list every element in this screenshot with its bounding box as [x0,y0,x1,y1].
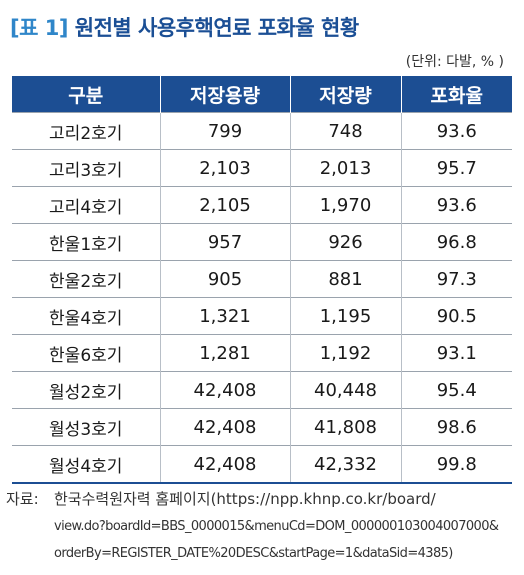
source-label: 자료: [6,490,39,508]
plant-name: 한울1호기 [12,223,160,261]
saturation-table: 구분 저장용량 저장량 포화율 고리2호기 799 748 93.6 고리3호기… [12,76,512,484]
stored-cell: 926 [289,223,401,261]
plant-name: 한울4호기 [12,297,160,335]
capacity-cell: 42,408 [159,408,290,446]
saturation-cell: 93.6 [400,112,512,150]
stored-cell: 40,448 [289,371,401,409]
plant-name: 월성4호기 [12,445,160,484]
saturation-cell: 95.7 [400,149,512,187]
table-header: 구분 저장용량 저장량 포화율 [12,76,512,113]
saturation-cell: 99.8 [400,445,512,484]
capacity-cell: 905 [159,260,290,298]
stored-cell: 881 [289,260,401,298]
table-row: 월성3호기 42,408 41,808 98.6 [12,408,512,446]
header-capacity: 저장용량 [159,76,290,113]
capacity-cell: 799 [159,112,290,150]
header-stored: 저장량 [289,76,401,113]
plant-name: 월성2호기 [12,371,160,409]
source-line-1: 자료: 한국수력원자력 홈페이지(https://npp.khnp.co.kr/b… [6,486,520,513]
saturation-cell: 93.6 [400,186,512,224]
capacity-cell: 957 [159,223,290,261]
table-row: 월성2호기 42,408 40,448 95.4 [12,371,512,409]
saturation-cell: 95.4 [400,371,512,409]
stored-cell: 41,808 [289,408,401,446]
plant-name: 한울2호기 [12,260,160,298]
stored-cell: 1,195 [289,297,401,335]
header-category: 구분 [12,76,160,113]
plant-name: 고리4호기 [12,186,160,224]
stored-cell: 748 [289,112,401,150]
table-number-label: [표 1] [10,16,68,40]
table-row: 고리3호기 2,103 2,013 95.7 [12,149,512,187]
capacity-cell: 1,281 [159,334,290,372]
source-note: 자료: 한국수력원자력 홈페이지(https://npp.khnp.co.kr/b… [6,486,520,567]
plant-name: 고리2호기 [12,112,160,150]
unit-note: (단위: 다발, % ) [405,54,504,70]
table-title-text: 원전별 사용후핵연료 포화율 현황 [74,16,359,40]
header-row: 구분 저장용량 저장량 포화율 [12,76,512,113]
table-row: 한울1호기 957 926 96.8 [12,223,512,261]
saturation-cell: 97.3 [400,260,512,298]
table-row: 한울4호기 1,321 1,195 90.5 [12,297,512,335]
table-row: 한울2호기 905 881 97.3 [12,260,512,298]
source-text-2: view.do?boardId=BBS_0000015&menuCd=DOM_0… [54,519,499,534]
stored-cell: 2,013 [289,149,401,187]
saturation-cell: 93.1 [400,334,512,372]
capacity-cell: 2,105 [159,186,290,224]
source-text-1: 한국수력원자력 홈페이지(https://npp.khnp.co.kr/boar… [54,490,436,508]
stored-cell: 1,970 [289,186,401,224]
table-body: 고리2호기 799 748 93.6 고리3호기 2,103 2,013 95.… [12,112,512,484]
plant-name: 한울6호기 [12,334,160,372]
table-row: 고리4호기 2,105 1,970 93.6 [12,186,512,224]
table-row: 월성4호기 42,408 42,332 99.8 [12,445,512,484]
table-row: 고리2호기 799 748 93.6 [12,112,512,150]
saturation-cell: 90.5 [400,297,512,335]
stored-cell: 42,332 [289,445,401,484]
saturation-cell: 96.8 [400,223,512,261]
plant-name: 고리3호기 [12,149,160,187]
saturation-cell: 98.6 [400,408,512,446]
plant-name: 월성3호기 [12,408,160,446]
capacity-cell: 42,408 [159,371,290,409]
stored-cell: 1,192 [289,334,401,372]
capacity-cell: 42,408 [159,445,290,484]
table-title: [표 1] 원전별 사용후핵연료 포화율 현황 [10,12,359,42]
capacity-cell: 2,103 [159,149,290,187]
source-text-3: orderBy=REGISTER_DATE%20DESC&startPage=1… [54,546,453,561]
capacity-cell: 1,321 [159,297,290,335]
header-saturation: 포화율 [400,76,512,113]
table-row: 한울6호기 1,281 1,192 93.1 [12,334,512,372]
